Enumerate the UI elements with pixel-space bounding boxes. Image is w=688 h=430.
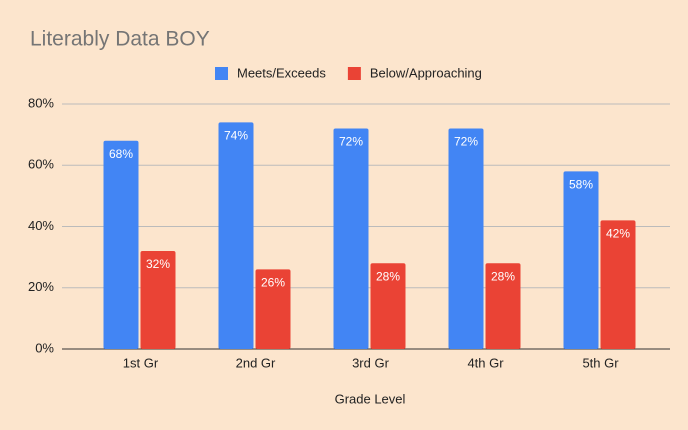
legend-label: Below/Approaching	[370, 65, 482, 80]
value-label: 72%	[339, 135, 363, 149]
chart-title: Literably Data BOY	[30, 28, 210, 51]
value-label: 28%	[376, 269, 400, 283]
value-label: 74%	[224, 129, 248, 143]
bar	[370, 263, 406, 349]
value-label: 58%	[569, 178, 593, 192]
y-tick-label: 40%	[28, 218, 54, 233]
x-axis-label: Grade Level	[335, 391, 406, 406]
bar	[485, 263, 521, 349]
x-tick-label: 3rd Gr	[352, 355, 390, 370]
x-tick-label: 4th Gr	[467, 355, 504, 370]
bar	[333, 128, 369, 349]
bar	[600, 220, 636, 349]
bar	[448, 128, 484, 349]
value-label: 32%	[146, 257, 170, 271]
legend-swatch	[347, 67, 361, 80]
bar	[255, 269, 291, 349]
x-tick-label: 2nd Gr	[236, 355, 276, 370]
y-tick-label: 60%	[28, 157, 54, 172]
bar	[563, 171, 599, 349]
legend-swatch	[215, 67, 228, 80]
y-tick-label: 80%	[28, 95, 54, 110]
bar	[140, 251, 176, 349]
value-label: 26%	[261, 276, 285, 290]
x-tick-label: 5th Gr	[582, 355, 619, 370]
x-tick-label: 1st Gr	[123, 355, 159, 370]
bar	[218, 122, 254, 349]
value-label: 28%	[491, 269, 515, 283]
y-tick-label: 20%	[28, 279, 54, 294]
bar	[103, 140, 139, 349]
value-label: 72%	[454, 135, 478, 149]
legend-label: Meets/Exceeds	[237, 65, 326, 80]
value-label: 42%	[606, 227, 630, 241]
value-label: 68%	[109, 147, 133, 161]
y-tick-label: 0%	[35, 340, 54, 355]
